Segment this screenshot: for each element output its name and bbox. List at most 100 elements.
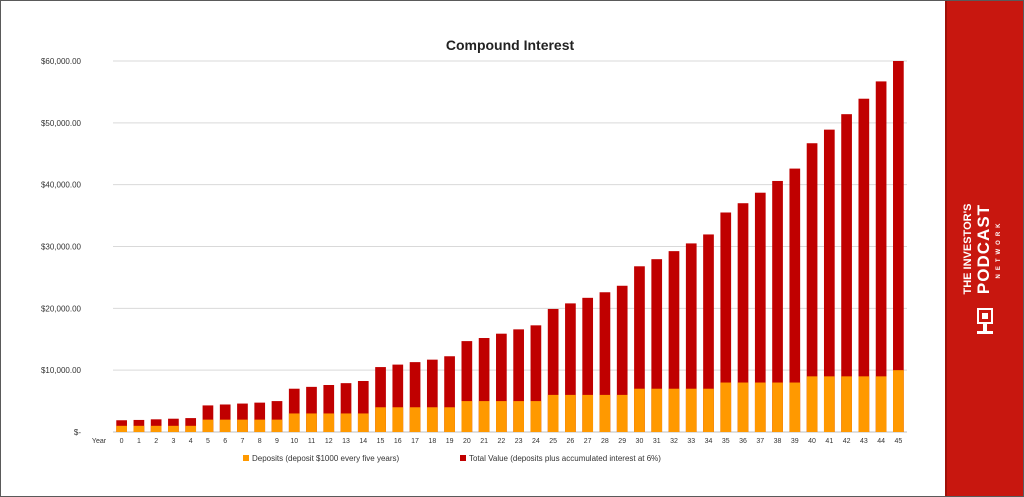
y-tick-label: $- [74,428,81,437]
deposit-bar [668,388,680,432]
total-value-bar [461,341,473,432]
total-value-bar [185,418,197,432]
x-tick-label: 45 [894,438,902,445]
total-value-bar [444,356,455,432]
deposit-bar [478,401,490,432]
deposit-bar [409,407,421,432]
deposit-bar [565,394,576,432]
x-tick-label: 4 [189,438,193,445]
x-tick-label: 39 [791,438,799,445]
deposit-bar [754,382,766,432]
x-tick-label: 44 [877,438,885,445]
x-tick-label: 10 [290,438,298,445]
compound-interest-chart: Compound Interest $- $10,000.00 $20,000.00 $… [41,37,907,463]
deposit-bar [202,419,214,432]
total-value-bar [202,405,214,432]
total-value-bar [530,325,542,432]
x-tick-label: 41 [825,438,833,445]
deposit-bar [496,401,507,432]
total-value-bar [357,380,369,432]
deposit-bar [703,388,714,432]
total-value-bar [565,303,576,432]
total-value-bar [599,292,611,432]
total-value-bar [254,402,266,432]
deposit-bar [806,376,818,432]
x-tick-label: 37 [756,438,764,445]
deposit-bar [323,413,335,432]
deposit-bar [893,370,904,432]
deposit-bar [168,425,179,432]
x-tick-label: 35 [722,438,730,445]
deposit-bar [306,413,317,432]
total-value-bar [478,338,490,432]
y-tick-label: $50,000.00 [41,119,82,128]
x-tick-label: 23 [515,438,523,445]
total-value-bar [392,364,404,432]
total-value-bar [582,297,594,432]
total-value-bar [306,386,317,432]
deposit-bar [634,388,645,432]
deposit-bar [875,376,887,432]
podcast-logo: THE INVESTOR'S PODCAST NETWORK [962,203,1002,334]
x-tick-label: 16 [394,438,402,445]
deposit-bar [133,425,145,432]
x-tick-label: 38 [774,438,782,445]
chart-title: Compound Interest [446,37,575,53]
x-tick-label: 19 [446,438,454,445]
x-tick-label: 21 [480,438,488,445]
x-tick-label: 7 [241,438,245,445]
x-tick-label: 33 [687,438,695,445]
deposit-bar [254,419,266,432]
x-tick-label: 36 [739,438,747,445]
logo-line-1: THE INVESTOR'S [962,203,974,294]
total-value-bar [668,251,680,432]
total-value-bar [841,114,852,432]
total-value-bar [323,385,335,432]
total-value-bar [340,383,352,432]
total-value-bar [496,333,507,432]
x-tick-label: 17 [411,438,419,445]
deposit-bar [237,419,248,432]
x-tick-label: 15 [377,438,385,445]
plot-area: Compound Interest $- $10,000.00 $20,000.00 $… [1,1,947,496]
deposit-bar [789,382,801,432]
deposit-bar [547,394,559,432]
deposit-bar [375,407,386,432]
x-tick-label: 1 [137,438,141,445]
x-tick-label: 12 [325,438,333,445]
deposit-bar [720,382,732,432]
y-tick-label: $60,000.00 [41,57,82,66]
total-value-bar [893,61,904,432]
total-value-bar [651,259,663,432]
total-value-bar [237,403,248,432]
sidebar-brand-panel: THE INVESTOR'S PODCAST NETWORK [947,1,1023,496]
total-value-bar [772,180,783,432]
y-tick-label: $30,000.00 [41,243,82,252]
x-tick-label: 13 [342,438,350,445]
y-tick-label: $20,000.00 [41,304,82,313]
x-tick-label: 2 [154,438,158,445]
legend-label-total-value: Total Value (deposits plus accumulated i… [469,454,661,463]
deposit-bar [582,394,594,432]
deposit-bar [444,407,455,432]
total-value-bar [720,212,732,432]
total-value-bar [737,203,749,432]
deposit-bar [357,413,369,432]
x-tick-label: 5 [206,438,210,445]
x-tick-label: 6 [223,438,227,445]
x-tick-label: 26 [567,438,575,445]
deposit-bar [288,413,300,432]
x-tick-label: 14 [359,438,367,445]
deposit-bar [599,394,611,432]
total-value-bar [150,419,162,432]
deposit-bar [219,419,231,432]
total-value-bar [547,308,559,432]
x-tick-label: 32 [670,438,678,445]
deposit-bar [841,376,852,432]
deposit-bar [185,425,197,432]
deposit-bar [530,401,542,432]
deposit-bar [737,382,749,432]
total-value-bar [823,129,835,432]
deposit-bar [823,376,835,432]
x-tick-label: 20 [463,438,471,445]
